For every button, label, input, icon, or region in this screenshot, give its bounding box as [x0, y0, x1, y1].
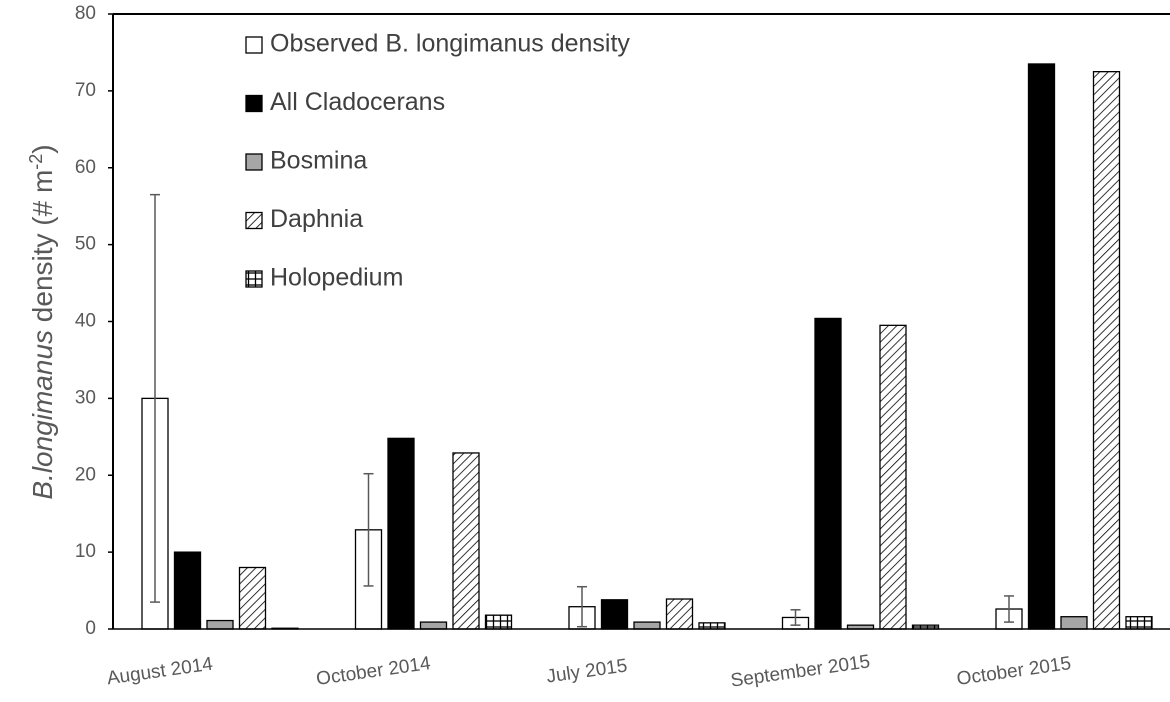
bar — [1060, 616, 1088, 630]
x-tick-label: July 2015 — [545, 655, 628, 687]
y-label-end: ) — [27, 144, 58, 153]
legend-swatch — [245, 94, 263, 113]
y-tick-label: 30 — [75, 387, 96, 408]
y-tick-label: 10 — [75, 541, 96, 562]
bar — [238, 566, 267, 630]
x-tick-label: October 2015 — [955, 653, 1072, 690]
legend-label: Daphnia — [270, 205, 363, 233]
y-tick-label: 20 — [75, 464, 96, 485]
legend-label: Holopedium — [270, 264, 403, 292]
y-tick-label: 0 — [85, 618, 96, 639]
x-tick-label: September 2015 — [729, 651, 871, 691]
legend-swatch — [245, 36, 263, 54]
bar — [1125, 616, 1153, 630]
error-bar — [577, 585, 587, 628]
bar — [387, 437, 415, 630]
bar — [665, 598, 694, 630]
bar — [1092, 71, 1121, 630]
y-axis-label: B.longimanus density (# m-2) — [26, 144, 58, 499]
x-tick-label: August 2014 — [106, 654, 215, 690]
error-bar — [790, 609, 801, 626]
y-label-italic: B.longimanus — [27, 330, 58, 500]
y-tick-label: 40 — [75, 311, 96, 332]
y-tick-label: 50 — [75, 234, 96, 255]
bar — [633, 621, 661, 630]
error-bar — [150, 193, 160, 603]
bar — [814, 317, 842, 630]
y-label-text: density (# m — [27, 170, 58, 330]
y-tick-label: 60 — [75, 157, 96, 178]
bar — [600, 599, 629, 630]
y-tick-label: 80 — [75, 3, 96, 24]
y-tick-label: 70 — [75, 80, 96, 101]
legend-swatch — [245, 211, 263, 230]
legend-swatch — [245, 270, 263, 288]
legend-label: Bosmina — [270, 147, 367, 175]
bar — [484, 614, 513, 630]
legend-label: All Cladocerans — [270, 88, 445, 116]
bar — [419, 621, 448, 630]
error-bar — [1004, 595, 1014, 623]
bar — [879, 324, 907, 630]
bar — [698, 622, 726, 630]
bar — [173, 551, 202, 630]
legend-swatch — [245, 153, 263, 171]
error-bar — [363, 472, 374, 587]
bar — [1027, 63, 1056, 630]
y-label-superscript: -2 — [26, 154, 46, 170]
legend-label: Observed B. longimanus density — [270, 30, 630, 58]
bar — [206, 619, 234, 630]
x-tick-label: October 2014 — [315, 653, 432, 690]
bar — [452, 452, 480, 630]
